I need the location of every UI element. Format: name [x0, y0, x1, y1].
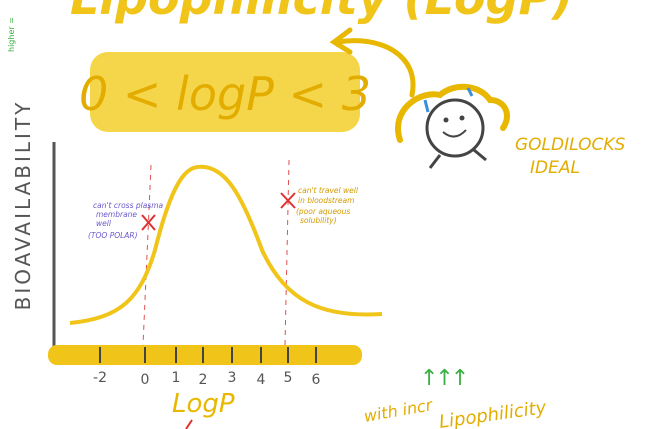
note-line: can't cross plasma — [93, 201, 164, 210]
note-line: (TOO POLAR) — [88, 231, 138, 240]
caption: GOLDILOCKS — [515, 135, 625, 155]
x-axis-label: LogP — [172, 389, 235, 419]
arrows: ↑↑↑ — [420, 366, 466, 391]
note-line: in bloodstream — [298, 196, 354, 205]
range-label: 0 < logP < 3 — [79, 67, 371, 121]
character — [395, 83, 510, 169]
range-box — [90, 52, 360, 132]
boundary — [142, 164, 152, 346]
note-line: can't travel well — [298, 186, 359, 195]
x-mark — [141, 214, 156, 231]
note-line: solubility) — [300, 216, 337, 225]
footer-text: Lipophilicity — [438, 397, 548, 429]
tick-group: -2 0 1 2 3 4 5 6 — [93, 347, 321, 388]
note-low: can't cross plasma membrane well (TOO PO… — [88, 201, 164, 240]
tick-label: 3 — [228, 370, 237, 386]
x-axis — [48, 345, 362, 365]
tick-stroke — [185, 419, 193, 429]
side-note: higher = — [7, 17, 16, 52]
arrow-head — [329, 27, 353, 55]
note-high: can't travel well in bloodstream (poor a… — [296, 186, 359, 225]
tick-label: 0 — [141, 372, 150, 388]
footer-text: with incr — [362, 395, 435, 426]
tick-label: 2 — [199, 372, 208, 388]
note-line: well — [96, 219, 112, 228]
tick-label: -2 — [93, 370, 107, 386]
tick-label: 4 — [257, 372, 266, 388]
title: Lipophilicity (LogP) — [70, 0, 573, 25]
arrow — [335, 38, 416, 98]
tick-label: 6 — [312, 372, 321, 388]
tick-label: 5 — [284, 370, 293, 386]
x-mark — [280, 192, 296, 209]
y-axis-label: BIOAVAILABILITY — [11, 100, 35, 311]
bell-curve — [69, 164, 383, 325]
note-line: membrane — [96, 210, 137, 219]
boundary — [284, 159, 290, 346]
note-line: (poor aqueous — [296, 207, 350, 216]
caption: IDEAL — [530, 158, 580, 178]
tick-label: 1 — [172, 370, 181, 386]
